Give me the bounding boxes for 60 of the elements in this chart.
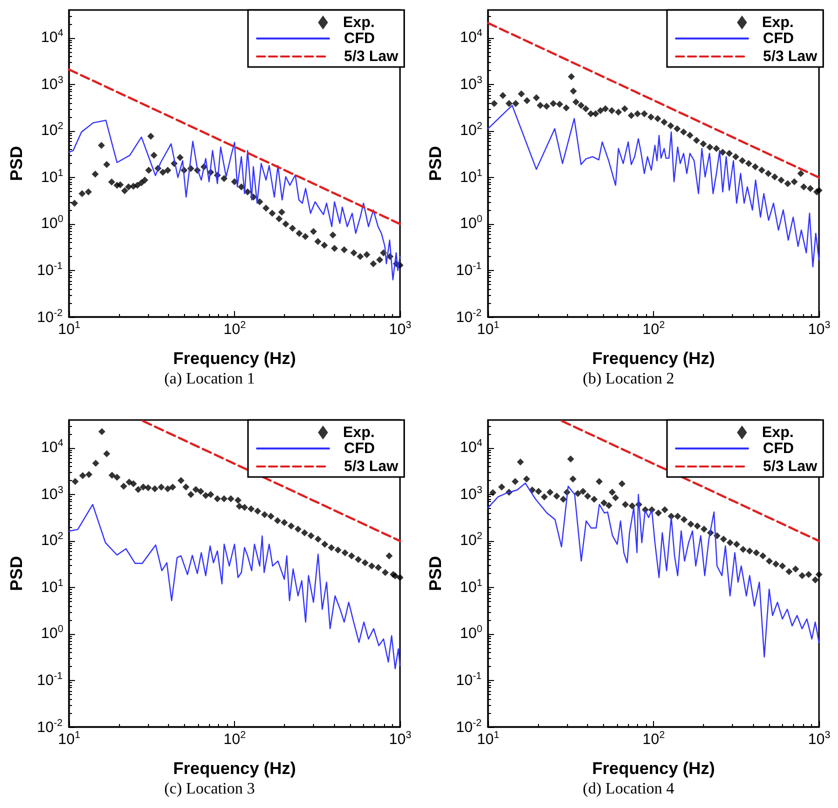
y-tick-label: 10$^{4}$ [460, 28, 482, 46]
y-tick-label: 10$^{3}$ [460, 74, 482, 93]
x-axis-title: Frequency (Hz) [592, 759, 715, 778]
legend-label: CFD [763, 440, 794, 457]
y-tick-label: 10$^{-1}$ [37, 260, 63, 279]
y-tick-label: 10$^{-1}$ [456, 260, 482, 279]
y-tick-label: 10$^{3}$ [41, 74, 64, 93]
x-tick-label: 10$^{2}$ [642, 320, 665, 338]
y-tick-label: 10$^{2}$ [41, 121, 64, 140]
y-tick-label: 10$^{0}$ [41, 214, 64, 232]
legend-label: CFD [344, 30, 375, 47]
text: (a) Location 1 [164, 370, 255, 388]
y-tick-label: 10$^{0}$ [460, 214, 482, 232]
y-tick-label: 10$^{0}$ [41, 624, 64, 642]
legend-label: Exp. [762, 424, 794, 441]
y-tick-label: 10$^{3}$ [41, 484, 64, 503]
legend-label: CFD [344, 440, 375, 457]
y-axis-title: PSD [426, 556, 445, 591]
y-tick-label: 10$^{1}$ [41, 578, 64, 596]
x-tick-label: 10$^{2}$ [224, 730, 246, 748]
x-tick-label: 10$^{2}$ [224, 320, 246, 338]
legend-label: Exp. [343, 14, 375, 31]
y-tick-label: 10$^{1}$ [41, 168, 64, 186]
x-tick-label: 10$^{3}$ [389, 320, 412, 338]
text: (b) Location 2 [582, 370, 674, 388]
y-tick-label: 10$^{1}$ [460, 168, 482, 186]
y-tick-label: 10$^{3}$ [460, 484, 482, 503]
x-tick-label: 10$^{1}$ [477, 320, 500, 338]
y-tick-label: 10$^{2}$ [460, 121, 482, 140]
legend-label: 5/3 Law [763, 458, 818, 475]
y-tick-label: 10$^{1}$ [460, 578, 482, 596]
y-tick-label: 10$^{-1}$ [456, 670, 482, 689]
x-axis-title: Frequency (Hz) [173, 349, 296, 368]
legend-label: CFD [763, 30, 794, 47]
y-tick-label: 10$^{-1}$ [37, 670, 63, 689]
legend-label: Exp. [343, 424, 375, 441]
y-tick-label: 10$^{4}$ [460, 438, 482, 456]
legend-label: 5/3 Law [763, 48, 818, 65]
legend-label: Exp. [762, 14, 794, 31]
legend-label: 5/3 Law [344, 48, 399, 65]
y-tick-label: 10$^{0}$ [460, 624, 482, 642]
x-tick-label: 10$^{2}$ [642, 730, 665, 748]
y-tick-label: 10$^{2}$ [460, 531, 482, 550]
x-tick-label: 10$^{1}$ [477, 730, 500, 748]
y-axis-title: PSD [7, 146, 26, 181]
x-tick-label: 10$^{3}$ [808, 320, 830, 338]
legend-label: 5/3 Law [344, 458, 399, 475]
y-tick-label: 10$^{4}$ [41, 438, 64, 456]
y-tick-label: 10$^{4}$ [41, 28, 64, 46]
text: (d) Location 4 [582, 780, 674, 798]
y-axis-title: PSD [426, 146, 445, 181]
x-axis-title: Frequency (Hz) [592, 349, 715, 368]
x-tick-label: 10$^{1}$ [58, 320, 80, 338]
x-tick-label: 10$^{3}$ [389, 730, 412, 748]
x-tick-label: 10$^{3}$ [808, 730, 830, 748]
x-axis-title: Frequency (Hz) [173, 759, 296, 778]
x-tick-label: 10$^{1}$ [58, 730, 80, 748]
y-axis-title: PSD [7, 556, 26, 591]
y-tick-label: 10$^{2}$ [41, 531, 64, 550]
text: (c) Location 3 [164, 780, 255, 798]
